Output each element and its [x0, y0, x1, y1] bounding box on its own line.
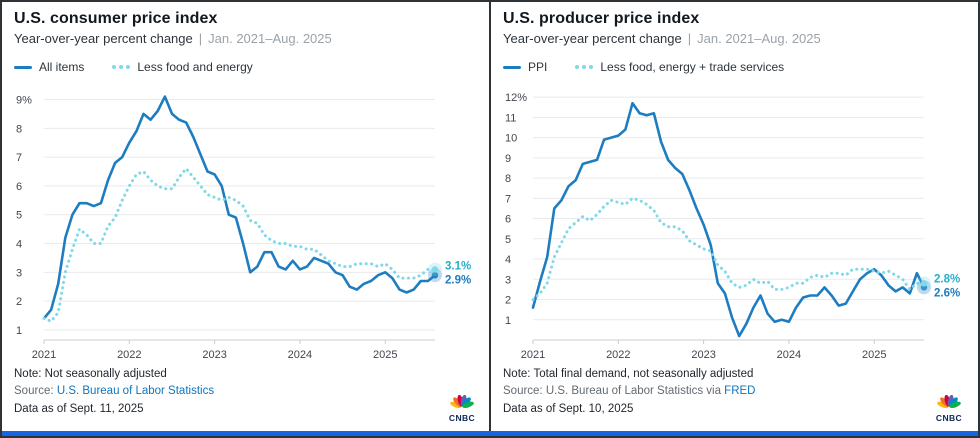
x-tick-label: 2024: [777, 349, 801, 361]
y-tick-label: 8: [16, 123, 22, 135]
cnbc-wordmark: CNBC: [449, 413, 475, 422]
y-tick-label: 9%: [16, 95, 32, 107]
y-tick-label: 5: [505, 234, 511, 246]
y-tick-label: 1: [505, 315, 511, 327]
all-items-line: [42, 95, 437, 320]
legend-item-core-ppi: Less food, energy + trade services: [575, 60, 784, 74]
cpi-data-as-of: Data as of Sept. 11, 2025: [14, 402, 144, 415]
cpi-line-chart: 1 2 3 4 5 6 7 8 9% 2021 2022 2023 2024 2025 2.9% 3.1%: [16, 95, 471, 361]
legend-label-ppi: PPI: [528, 60, 548, 74]
solid-line-swatch: [503, 65, 521, 69]
x-tick-label: 2025: [862, 349, 886, 361]
cpi-legend: All items Less food and energy: [14, 58, 477, 76]
ppi-data-as-of: Data as of Sept. 10, 2025: [503, 402, 634, 415]
cpi-footer: Note: Not seasonally adjusted Source: U.…: [14, 366, 477, 418]
ppi-line: [531, 101, 926, 338]
ppi-subtitle-separator: |: [687, 31, 692, 46]
ppi-source-line: Source: U.S. Bureau of Labor Statistics …: [503, 383, 964, 400]
end-value-label: 2.6%: [934, 287, 960, 299]
dotted-line-swatch: [575, 65, 594, 69]
dotted-line-swatch: [112, 65, 131, 69]
y-tick-label: 9: [505, 153, 511, 165]
solid-line-swatch: [14, 65, 32, 69]
ppi-title: U.S. producer price index: [503, 10, 700, 27]
cpi-source-line: Source: U.S. Bureau of Labor Statistics: [14, 383, 477, 400]
y-tick-label: 1: [16, 325, 22, 337]
ppi-legend: PPI Less food, energy + trade services: [503, 58, 964, 76]
x-tick-label: 2023: [202, 349, 226, 361]
ppi-source-link[interactable]: FRED: [724, 385, 756, 398]
less-food-energy-trade-services-line: [531, 196, 926, 301]
y-tick-label: 10: [505, 133, 517, 145]
cpi-subtitle: Year-over-year percent change | Jan. 2021–…: [14, 31, 477, 46]
cnbc-peacock-icon: CNBC: [449, 394, 475, 423]
cpi-subtitle-separator: |: [198, 31, 203, 46]
y-tick-label: 2: [505, 295, 511, 307]
cpi-subtitle-main: Year-over-year percent change: [14, 31, 193, 46]
cpi-source-link[interactable]: U.S. Bureau of Labor Statistics: [56, 385, 215, 398]
legend-label-all-items: All items: [39, 60, 85, 74]
x-tick-label: 2023: [691, 349, 715, 361]
y-tick-label: 4: [16, 239, 22, 251]
x-tick-label: 2024: [288, 349, 312, 361]
ppi-subtitle-main: Year-over-year percent change: [503, 31, 682, 46]
ppi-subtitle-date-range: Jan. 2021–Aug. 2025: [697, 31, 821, 46]
y-tick-label: 3: [16, 267, 22, 279]
y-tick-label: 11: [505, 112, 516, 124]
x-tick-label: 2022: [117, 349, 141, 361]
x-tick-label: 2022: [606, 349, 630, 361]
ppi-line-chart: 1 2 3 4 5 6 7 8 9 10 11 12% 2021 2022 2023 2024 2025 2.6%…: [505, 92, 960, 361]
y-tick-label: 12%: [505, 92, 527, 104]
cpi-title: U.S. consumer price index: [14, 10, 218, 27]
y-tick-label: 6: [16, 181, 22, 193]
cpi-source-prefix: Source:: [14, 385, 57, 398]
y-tick-label: 7: [505, 193, 511, 205]
ppi-note: Note: Total final demand, not seasonally…: [503, 368, 754, 380]
y-tick-label: 8: [505, 173, 511, 185]
y-tick-label: 5: [16, 210, 22, 222]
y-tick-label: 6: [505, 214, 511, 226]
ppi-footer: Note: Total final demand, not seasonally…: [503, 366, 964, 418]
ppi-subtitle: Year-over-year percent change | Jan. 2021–…: [503, 31, 964, 46]
cpi-note: Note: Not seasonally adjusted: [14, 368, 167, 380]
y-tick-label: 4: [505, 254, 511, 266]
less-food-and-energy-line: [42, 167, 437, 323]
x-tick-label: 2021: [32, 349, 56, 361]
panel-cpi: U.S. consumer price index Year-over-year…: [2, 2, 489, 436]
x-tick-label: 2025: [373, 349, 397, 361]
end-dot: [431, 266, 439, 273]
ppi-source-prefix: Source: U.S. Bureau of Labor Statistics …: [503, 385, 725, 398]
panel-ppi: U.S. producer price index Year-over-year…: [489, 2, 976, 436]
cpi-subtitle-date-range: Jan. 2021–Aug. 2025: [208, 31, 332, 46]
legend-label-core-ppi: Less food, energy + trade services: [600, 60, 785, 74]
y-tick-label: 7: [16, 152, 22, 164]
legend-item-core-cpi: Less food and energy: [112, 60, 253, 74]
y-tick-label: 3: [505, 274, 511, 286]
end-dot: [431, 272, 439, 279]
end-dot: [920, 280, 928, 287]
legend-item-ppi: PPI: [503, 60, 547, 74]
cnbc-logo: CNBC: [445, 394, 479, 427]
cnbc-accent-bar: [2, 431, 978, 436]
end-value-label: 2.8%: [934, 273, 960, 285]
end-value-label: 2.9%: [445, 274, 471, 286]
end-value-label: 3.1%: [445, 260, 471, 272]
cnbc-peacock-icon: CNBC: [936, 394, 962, 423]
y-tick-label: 2: [16, 296, 22, 308]
cnbc-wordmark: CNBC: [936, 413, 962, 422]
legend-item-all-items: All items: [14, 60, 84, 74]
x-tick-label: 2021: [521, 349, 545, 361]
cnbc-logo: CNBC: [932, 394, 966, 427]
legend-label-core-cpi: Less food and energy: [137, 60, 253, 74]
